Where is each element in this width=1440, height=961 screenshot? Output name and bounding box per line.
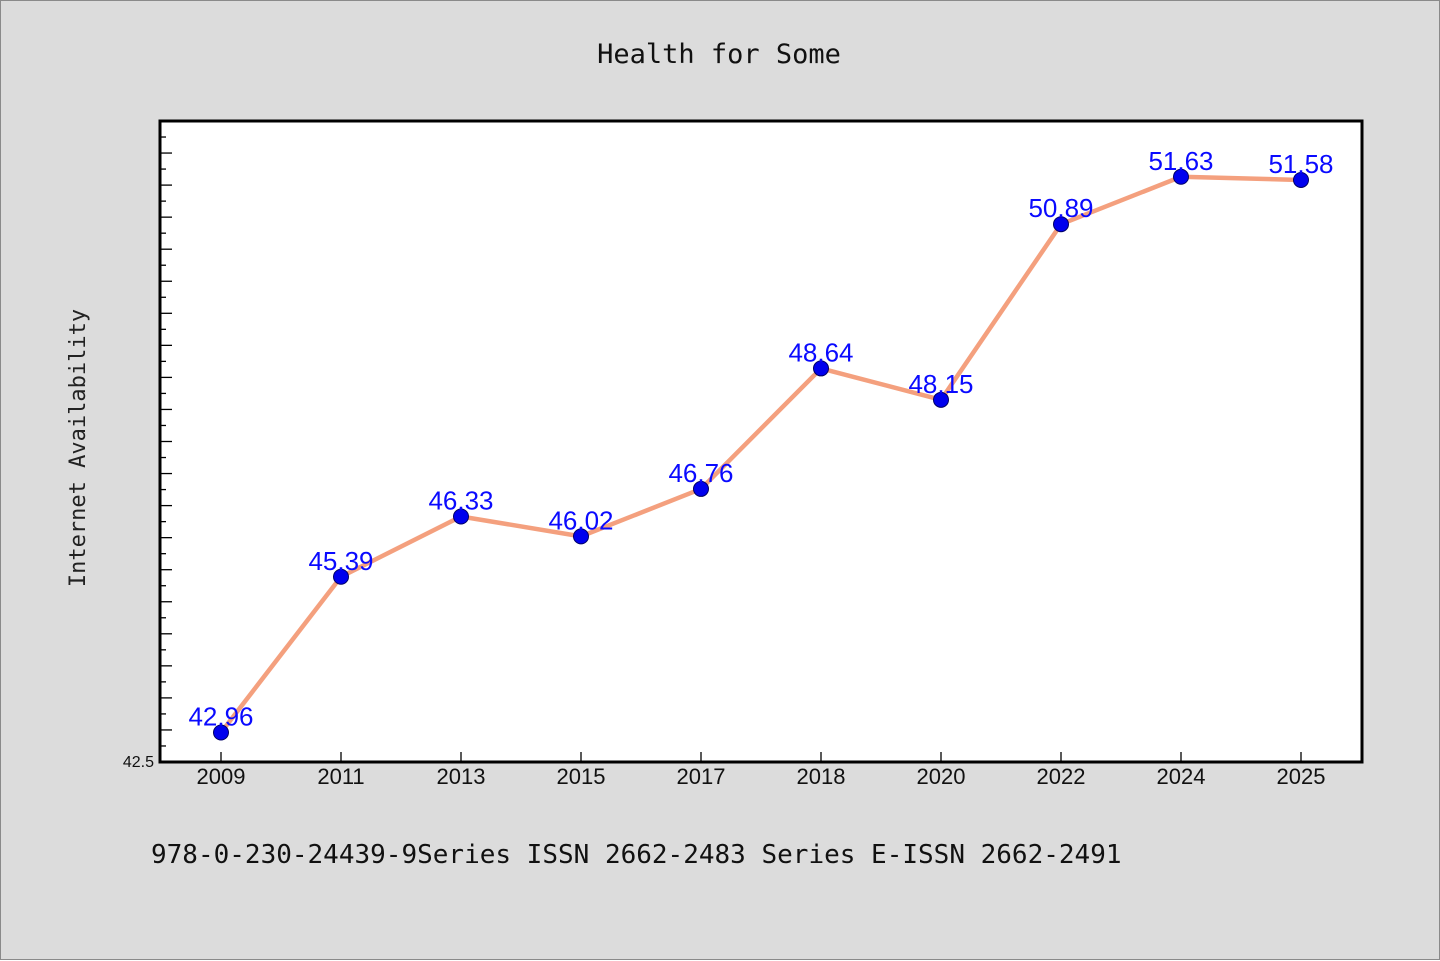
data-point	[1053, 216, 1069, 233]
data-label: 48.15	[908, 369, 973, 399]
footer-isbn-issn: 978-0-230-24439-9Series ISSN 2662-2483 S…	[151, 840, 1122, 870]
data-point	[1293, 171, 1309, 188]
data-point	[573, 528, 589, 545]
data-label: 50.89	[1028, 193, 1093, 223]
data-point	[1173, 168, 1189, 185]
data-point	[813, 360, 829, 377]
x-tick-label: 2009	[197, 764, 246, 789]
series-line	[218, 174, 1304, 735]
series-layer: 42.96 45.39 46.33 46.02 46.76 48.64 48.15 50.89…	[188, 146, 1334, 741]
x-tick-label: 2017	[677, 764, 726, 789]
x-tick-label: 2011	[317, 764, 364, 789]
data-label: 46.02	[548, 505, 613, 535]
x-tick-label: 2015	[557, 764, 606, 789]
x-tick-label: 2022	[1037, 764, 1086, 789]
x-tick-label: 2025	[1277, 764, 1326, 789]
data-point	[933, 391, 949, 408]
data-label: 46.76	[668, 458, 733, 488]
data-point	[453, 508, 469, 525]
data-point	[333, 568, 349, 585]
y-tick-label: 42.5	[123, 754, 154, 771]
plot-area	[158, 119, 1364, 764]
x-tick-label: 2013	[437, 764, 486, 789]
data-label: 42.96	[188, 702, 253, 732]
data-label: 45.39	[308, 546, 373, 576]
data-label: 46.33	[428, 485, 493, 515]
x-tick-label: 2020	[917, 764, 966, 789]
data-point	[693, 480, 709, 497]
data-label: 48.64	[788, 337, 853, 367]
y-axis-label: Internet Availability	[66, 309, 91, 587]
data-point	[213, 724, 229, 741]
x-tick-label: 2024	[1157, 764, 1206, 789]
x-tick-label: 2018	[797, 764, 846, 789]
chart-title: Health for Some	[597, 39, 841, 70]
data-label: 51.63	[1148, 146, 1213, 176]
y-axis-ticks: 42.5	[123, 120, 172, 771]
data-label: 51.58	[1268, 149, 1333, 179]
x-axis-ticks: 2009 2011 2013 2015 2017 2018 2020 2022 2024 2025	[197, 752, 1326, 789]
